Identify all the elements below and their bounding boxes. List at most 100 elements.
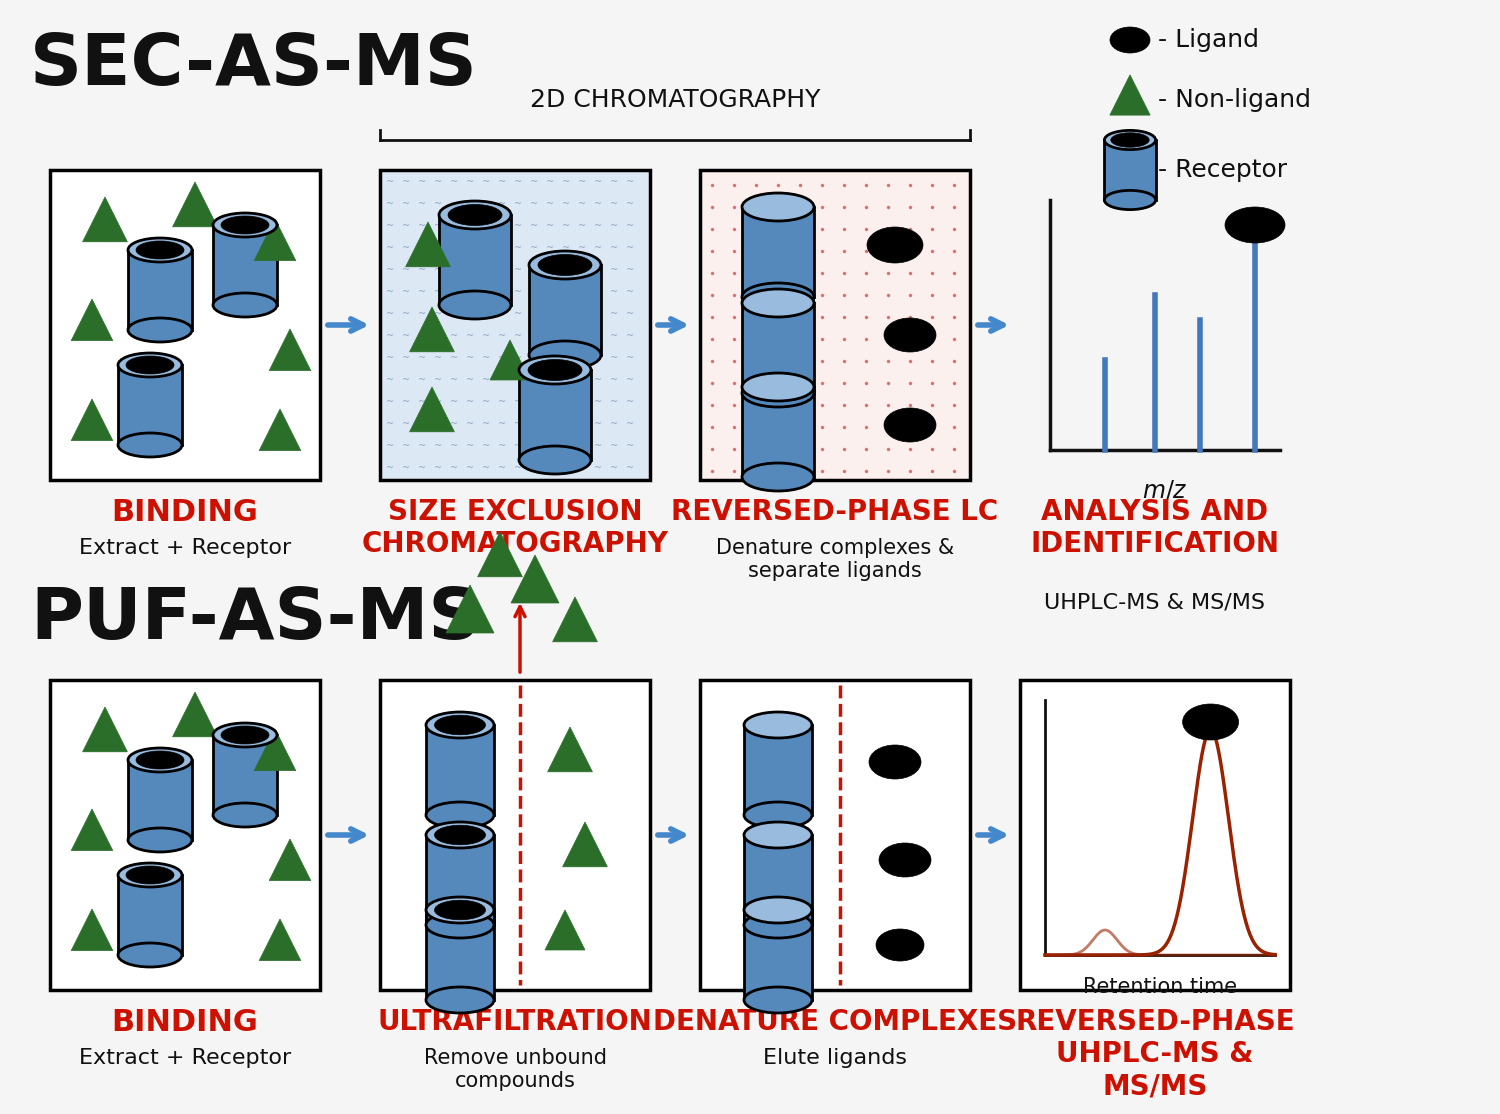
Text: ~: ~ [482,397,490,407]
Ellipse shape [742,193,814,221]
Ellipse shape [426,822,494,848]
Text: Elute ligands: Elute ligands [764,1048,908,1068]
Text: ~: ~ [546,221,554,231]
Polygon shape [70,909,112,950]
Text: ~: ~ [498,463,506,473]
Text: ~: ~ [530,287,538,297]
Ellipse shape [1110,27,1150,53]
Text: ~: ~ [562,221,570,231]
Text: ~: ~ [386,353,394,363]
Text: ~: ~ [514,309,522,319]
Text: ~: ~ [419,397,426,407]
Text: $m/z$: $m/z$ [1142,478,1188,502]
Text: ~: ~ [562,199,570,209]
Ellipse shape [744,897,812,924]
Text: ~: ~ [402,243,410,253]
Ellipse shape [440,291,512,319]
Ellipse shape [118,942,182,967]
Ellipse shape [884,317,936,352]
Text: ~: ~ [546,463,554,473]
Polygon shape [562,822,608,867]
Text: ~: ~ [594,177,602,187]
Ellipse shape [744,912,812,938]
Text: ~: ~ [386,265,394,275]
Text: ~: ~ [498,441,506,451]
Text: ~: ~ [546,265,554,275]
Text: ~: ~ [594,441,602,451]
Text: ANALYSIS AND
IDENTIFICATION: ANALYSIS AND IDENTIFICATION [1030,498,1280,558]
Text: ~: ~ [530,463,538,473]
Text: ~: ~ [433,265,442,275]
Ellipse shape [742,289,814,317]
Text: ~: ~ [498,375,506,385]
Text: Retention time: Retention time [1083,977,1238,997]
Polygon shape [70,809,112,851]
Text: ~: ~ [530,353,538,363]
Text: BINDING: BINDING [111,1008,258,1037]
Ellipse shape [519,356,591,384]
Text: ~: ~ [514,243,522,253]
Bar [128,760,192,840]
Bar [700,680,970,990]
Text: ~: ~ [433,441,442,451]
Text: ~: ~ [578,331,586,341]
Text: ~: ~ [610,199,618,209]
Text: SIZE EXCLUSION
CHROMATOGRAPHY: SIZE EXCLUSION CHROMATOGRAPHY [362,498,669,558]
Text: ~: ~ [578,243,586,253]
Text: ~: ~ [386,309,394,319]
Text: ~: ~ [610,265,618,275]
Text: ~: ~ [466,441,474,451]
Text: ~: ~ [466,287,474,297]
Text: UHPLC-MS & MS/MS: UHPLC-MS & MS/MS [1044,593,1266,613]
Text: ~: ~ [626,375,634,385]
Text: ~: ~ [626,265,634,275]
Text: ~: ~ [546,353,554,363]
Ellipse shape [867,227,922,263]
Ellipse shape [220,216,268,234]
Text: ~: ~ [626,331,634,341]
Text: ~: ~ [610,287,618,297]
Polygon shape [172,182,217,227]
Ellipse shape [118,353,182,377]
Text: ~: ~ [466,375,474,385]
Text: ~: ~ [482,221,490,231]
Text: ~: ~ [546,331,554,341]
Text: ~: ~ [466,331,474,341]
Bar [744,725,812,815]
Text: ~: ~ [578,419,586,429]
Ellipse shape [744,822,812,848]
Text: ~: ~ [386,419,394,429]
Text: Remove unbound
compounds: Remove unbound compounds [423,1048,606,1092]
Text: ~: ~ [466,177,474,187]
Polygon shape [254,729,296,771]
Text: ~: ~ [530,309,538,319]
Text: ~: ~ [419,221,426,231]
Text: ~: ~ [610,441,618,451]
Ellipse shape [213,723,278,747]
Text: ~: ~ [419,375,426,385]
Bar [1020,680,1290,990]
Ellipse shape [213,803,278,827]
Polygon shape [490,340,530,380]
Text: ~: ~ [450,397,458,407]
Polygon shape [70,399,112,441]
Text: ~: ~ [498,331,506,341]
Text: ~: ~ [498,287,506,297]
Text: ~: ~ [466,199,474,209]
Ellipse shape [126,866,174,885]
Text: ~: ~ [562,441,570,451]
Ellipse shape [528,360,582,381]
Polygon shape [268,329,310,371]
Text: ~: ~ [386,463,394,473]
Text: ~: ~ [402,287,410,297]
Polygon shape [544,910,585,950]
Text: BINDING: BINDING [111,498,258,527]
Text: ~: ~ [530,243,538,253]
Ellipse shape [519,446,591,473]
Ellipse shape [742,283,814,311]
Text: ~: ~ [498,243,506,253]
Text: Extract + Receptor: Extract + Receptor [80,1048,291,1068]
Text: SEC-AS-MS: SEC-AS-MS [30,30,478,99]
Bar [426,725,494,815]
Ellipse shape [744,987,812,1013]
